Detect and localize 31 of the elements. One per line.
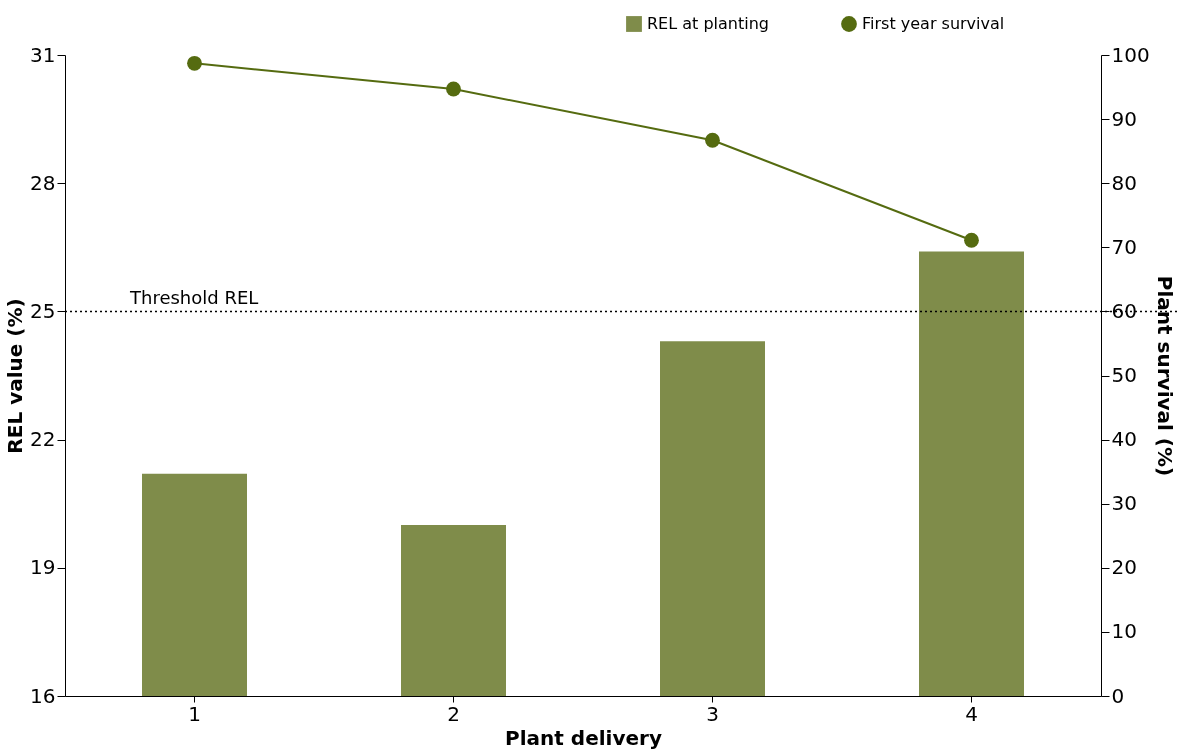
y2-tick-label: 40 <box>1111 427 1137 452</box>
y-tick-label: 28 <box>30 170 56 195</box>
y2-tick-label: 20 <box>1111 555 1137 580</box>
y2-tick-label: 90 <box>1111 106 1137 131</box>
y2-tick-label: 10 <box>1111 619 1137 644</box>
y2-tick-label: 70 <box>1111 234 1137 259</box>
y2-tick-label: 0 <box>1111 683 1125 708</box>
ref-line-label: Threshold REL <box>129 287 259 309</box>
y-tick-label: 25 <box>30 298 56 323</box>
point <box>964 232 979 248</box>
x-tick-label: 3 <box>706 701 719 726</box>
y2-axis-title: Plant survival (%) <box>1152 275 1177 477</box>
y2-tick-label: 50 <box>1111 363 1137 387</box>
y2-tick-label: 80 <box>1111 170 1137 195</box>
legend-label: First year survival <box>862 14 1005 33</box>
point <box>705 132 720 148</box>
y-tick-label: 22 <box>30 427 56 452</box>
x-tick-label: 2 <box>447 701 460 726</box>
y2-tick-label: 30 <box>1111 491 1137 516</box>
y2-tick-label: 100 <box>1111 42 1150 67</box>
x-tick-label: 4 <box>965 701 978 726</box>
point <box>187 55 202 71</box>
y-tick-label: 31 <box>30 42 56 67</box>
point <box>446 81 461 97</box>
y-axis-title: REL value (%) <box>3 298 28 454</box>
y-tick-label: 19 <box>30 555 56 580</box>
x-axis-title: Plant delivery <box>505 725 662 750</box>
legend-label: REL at planting <box>647 14 769 33</box>
x-tick-label: 1 <box>188 701 201 726</box>
y2-tick-label: 60 <box>1111 298 1137 323</box>
y-tick-label: 16 <box>30 683 56 708</box>
